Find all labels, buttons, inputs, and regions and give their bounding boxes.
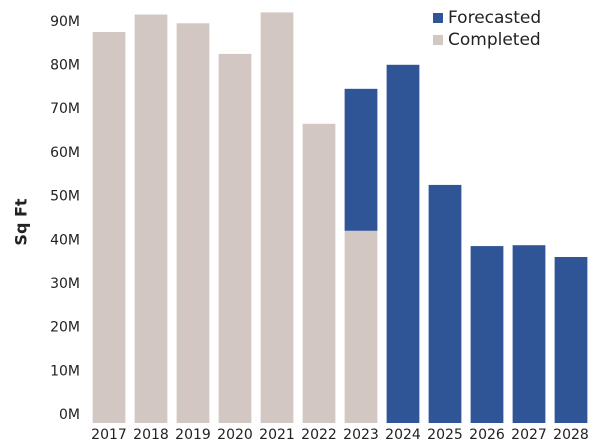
y-tick-label: 0M <box>59 407 80 423</box>
bar <box>92 32 126 424</box>
y-tick-label: 80M <box>50 58 80 74</box>
bar <box>344 88 378 231</box>
x-tick-label: 2026 <box>469 427 505 443</box>
legend-swatch <box>433 13 443 23</box>
y-tick-label: 90M <box>50 14 80 30</box>
x-tick-label: 2019 <box>175 427 211 443</box>
bar <box>176 23 210 423</box>
bar <box>260 12 294 424</box>
x-tick-label: 2021 <box>259 427 295 443</box>
bar <box>134 14 168 423</box>
y-tick-label: 70M <box>50 101 80 117</box>
bar <box>344 230 378 423</box>
bar <box>302 123 336 424</box>
y-tick-label: 60M <box>50 145 80 161</box>
y-tick-label: 50M <box>50 189 80 205</box>
bar <box>554 257 588 423</box>
bar <box>218 53 252 424</box>
x-tick-label: 2025 <box>427 427 463 443</box>
legend-label: Forecasted <box>448 8 541 28</box>
x-tick-label: 2018 <box>133 427 169 443</box>
y-axis-label: Sq Ft <box>12 198 31 245</box>
legend-swatch <box>433 35 443 45</box>
y-tick-label: 10M <box>50 363 80 379</box>
bar <box>470 246 504 423</box>
bar <box>428 184 462 423</box>
x-tick-label: 2017 <box>91 427 127 443</box>
bar <box>512 245 546 423</box>
x-tick-label: 2027 <box>511 427 547 443</box>
x-tick-label: 2023 <box>343 427 379 443</box>
x-tick-label: 2020 <box>217 427 253 443</box>
x-tick-label: 2028 <box>553 427 589 443</box>
y-tick-label: 30M <box>50 276 80 292</box>
y-tick-label: 20M <box>50 320 80 336</box>
bar <box>386 64 420 423</box>
y-tick-label: 40M <box>50 232 80 248</box>
legend-label: Completed <box>448 30 541 50</box>
x-tick-label: 2024 <box>385 427 421 443</box>
x-tick-label: 2022 <box>301 427 337 443</box>
